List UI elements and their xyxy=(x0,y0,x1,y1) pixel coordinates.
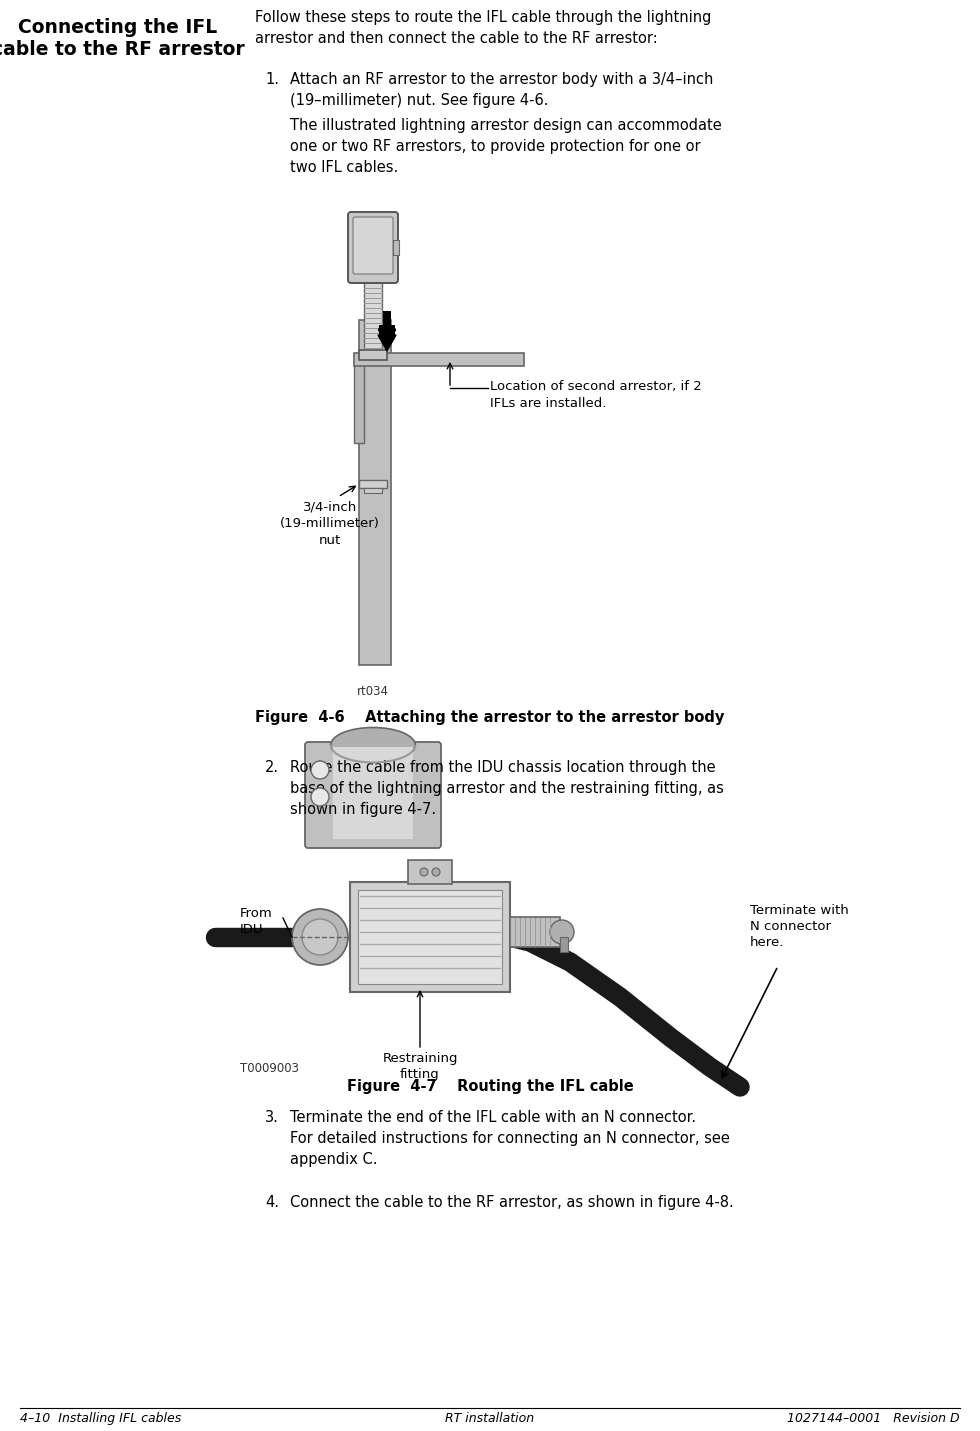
Bar xyxy=(359,321,391,665)
FancyBboxPatch shape xyxy=(353,218,393,273)
Bar xyxy=(350,881,510,992)
Circle shape xyxy=(292,909,348,964)
Bar xyxy=(379,325,395,339)
Polygon shape xyxy=(378,335,396,351)
Circle shape xyxy=(550,920,574,944)
Text: 1.: 1. xyxy=(265,72,279,87)
Bar xyxy=(358,890,502,985)
Text: The illustrated lightning arrestor design can accommodate
one or two RF arrestor: The illustrated lightning arrestor desig… xyxy=(290,117,721,175)
Text: Connect the cable to the RF arrestor, as shown in figure 4-8.: Connect the cable to the RF arrestor, as… xyxy=(290,1195,734,1211)
Bar xyxy=(510,917,560,947)
Text: 3/4-inch
(19-millimeter)
nut: 3/4-inch (19-millimeter) nut xyxy=(280,499,380,547)
Bar xyxy=(359,351,387,361)
Text: 3.: 3. xyxy=(265,1110,279,1125)
Text: Restraining
fitting: Restraining fitting xyxy=(382,1052,458,1080)
Text: 4.: 4. xyxy=(265,1195,279,1211)
Circle shape xyxy=(311,788,329,806)
Text: 4–10  Installing IFL cables: 4–10 Installing IFL cables xyxy=(20,1412,181,1425)
Text: 1027144–0001   Revision D: 1027144–0001 Revision D xyxy=(787,1412,960,1425)
Ellipse shape xyxy=(331,727,416,763)
Bar xyxy=(393,240,399,255)
Text: Terminate the end of the IFL cable with an N connector.
For detailed instruction: Terminate the end of the IFL cable with … xyxy=(290,1110,730,1168)
Circle shape xyxy=(432,869,440,876)
Bar xyxy=(359,479,387,488)
Text: cable to the RF arrestor: cable to the RF arrestor xyxy=(0,40,244,59)
Text: Terminate with
N connector
here.: Terminate with N connector here. xyxy=(750,904,849,949)
Text: Connecting the IFL: Connecting the IFL xyxy=(19,19,218,37)
Bar xyxy=(383,311,391,333)
Text: Location of second arrestor, if 2
IFLs are installed.: Location of second arrestor, if 2 IFLs a… xyxy=(490,381,702,411)
Text: 2.: 2. xyxy=(265,760,279,776)
Text: RT installation: RT installation xyxy=(446,1412,534,1425)
Bar xyxy=(364,488,382,494)
Bar xyxy=(560,937,568,952)
Text: From
IDU: From IDU xyxy=(240,907,272,936)
Text: Follow these steps to route the IFL cable through the lightning
arrestor and the: Follow these steps to route the IFL cabl… xyxy=(255,10,711,46)
Text: Figure  4-6    Attaching the arrestor to the arrestor body: Figure 4-6 Attaching the arrestor to the… xyxy=(256,710,724,726)
Text: Attach an RF arrestor to the arrestor body with a 3/4–inch
(19–millimeter) nut. : Attach an RF arrestor to the arrestor bo… xyxy=(290,72,713,107)
Bar xyxy=(364,278,382,358)
FancyBboxPatch shape xyxy=(305,743,441,849)
Text: T0009003: T0009003 xyxy=(240,1062,299,1075)
Text: Figure  4-7    Routing the IFL cable: Figure 4-7 Routing the IFL cable xyxy=(347,1079,633,1095)
Text: Route the cable from the IDU chassis location through the
base of the lightning : Route the cable from the IDU chassis loc… xyxy=(290,760,724,817)
FancyBboxPatch shape xyxy=(348,212,398,283)
Bar xyxy=(333,747,413,839)
Bar xyxy=(408,860,452,884)
Circle shape xyxy=(311,761,329,778)
Bar xyxy=(354,353,364,444)
Circle shape xyxy=(420,869,428,876)
Circle shape xyxy=(302,919,338,954)
Bar xyxy=(354,353,524,366)
Text: rt034: rt034 xyxy=(357,685,389,698)
